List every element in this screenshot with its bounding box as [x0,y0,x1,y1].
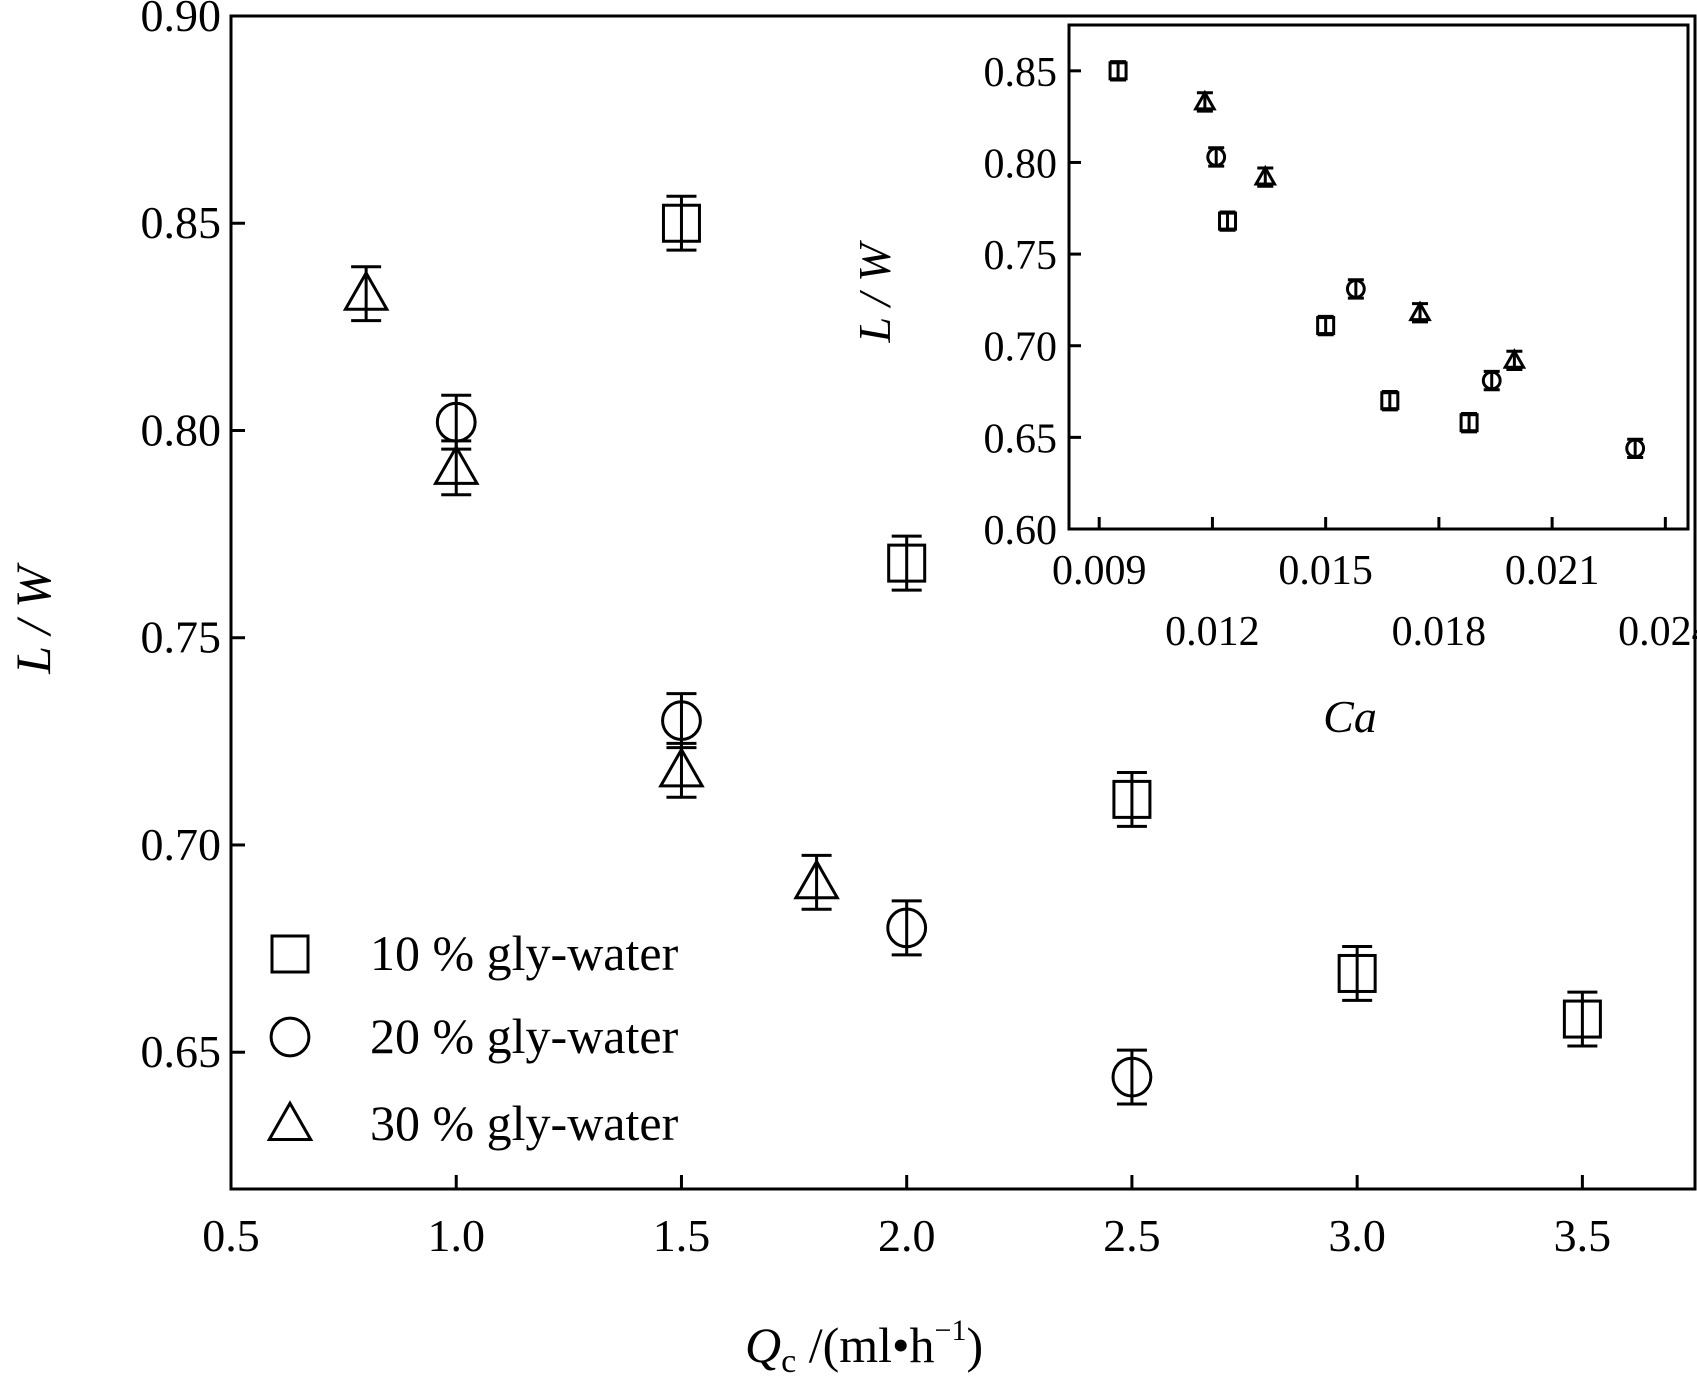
data-point-square [1112,779,1152,819]
y-tick-label: 0.85 [984,50,1058,96]
main-x-axis-title: Qc /(ml•h−1) [745,1314,983,1380]
data-point-circle [1625,438,1646,459]
x-tick-label: 0.012 [1165,609,1260,655]
x-tick-label: 2.5 [1103,1210,1161,1261]
legend-label: 10 % gly-water [370,925,679,981]
legend-label: 20 % gly-water [370,1008,679,1064]
inset-x-axis-title: Ca [1323,691,1377,742]
data-point-triangle [793,858,840,900]
x-tick-label: 0.018 [1392,609,1487,655]
data-point-square [661,203,701,243]
main-y-axis-title: L / W [5,562,61,675]
y-tick-label: 0.70 [141,819,222,870]
x-tick-label: 0.015 [1278,548,1373,594]
data-point-triangle [342,269,390,311]
x-tick-label: 3.5 [1554,1210,1612,1261]
data-point-circle [1345,279,1366,299]
main-x-axis-title-unit-open: /(ml•h [796,1317,934,1373]
data-point-triangle [1253,164,1278,186]
data-point-circle [1111,1056,1153,1098]
legend-marker-square [270,934,310,974]
inset-plot-area [1067,23,1690,531]
legend-label: 30 % gly-water [370,1095,679,1151]
main-x-axis-title-unit-close: ) [966,1317,983,1373]
data-point-square [1108,61,1128,81]
x-tick-label: 2.0 [878,1210,936,1261]
data-point-square [1337,953,1377,993]
data-point-square [1459,413,1479,433]
y-tick-label: 0.80 [141,404,222,455]
data-point-triangle [1408,300,1432,322]
legend: 10 % gly-water 20 % gly-water 30 % gly-wat… [266,925,679,1151]
legend-marker-circle [269,1016,311,1058]
data-point-square [1316,316,1336,336]
data-point-circle [1481,370,1502,391]
y-tick-label: 0.60 [984,508,1058,554]
y-tick-label: 0.85 [141,197,222,248]
data-point-triangle [1193,89,1217,111]
y-tick-label: 0.80 [984,141,1058,187]
data-point-circle [886,907,928,949]
y-tick-label: 0.75 [141,612,222,663]
data-point-triangle [432,444,480,485]
y-tick-label: 0.75 [984,233,1058,279]
data-point-square [1380,391,1400,411]
y-tick-label: 0.90 [141,0,222,41]
inset-y-axis-title: L / W [849,240,900,344]
data-point-square [887,543,927,583]
y-tick-label: 0.65 [984,416,1058,462]
data-point-triangle [658,746,705,788]
x-tick-label: 0.021 [1505,548,1600,594]
main-x-axis-title-symbol: Q [745,1317,781,1373]
y-tick-label: 0.65 [141,1026,222,1077]
data-point-circle [661,700,702,742]
data-point-triangle [1502,348,1527,369]
y-tick-label: 0.70 [984,325,1058,371]
main-x-axis-title-subscript: c [781,1343,796,1380]
x-tick-label: 3.0 [1328,1210,1386,1261]
x-tick-label: 0.5 [202,1210,260,1261]
main-x-axis-title-unit-superscript: −1 [935,1314,967,1347]
data-point-square [1562,999,1602,1039]
x-tick-label: 0.024 [1618,609,1697,655]
data-point-square [1218,211,1238,231]
data-point-circle [1206,147,1227,167]
x-tick-label: 1.0 [427,1210,485,1261]
x-tick-label: 0.009 [1052,548,1147,594]
x-tick-label: 1.5 [653,1210,711,1261]
legend-marker-triangle [266,1100,314,1142]
